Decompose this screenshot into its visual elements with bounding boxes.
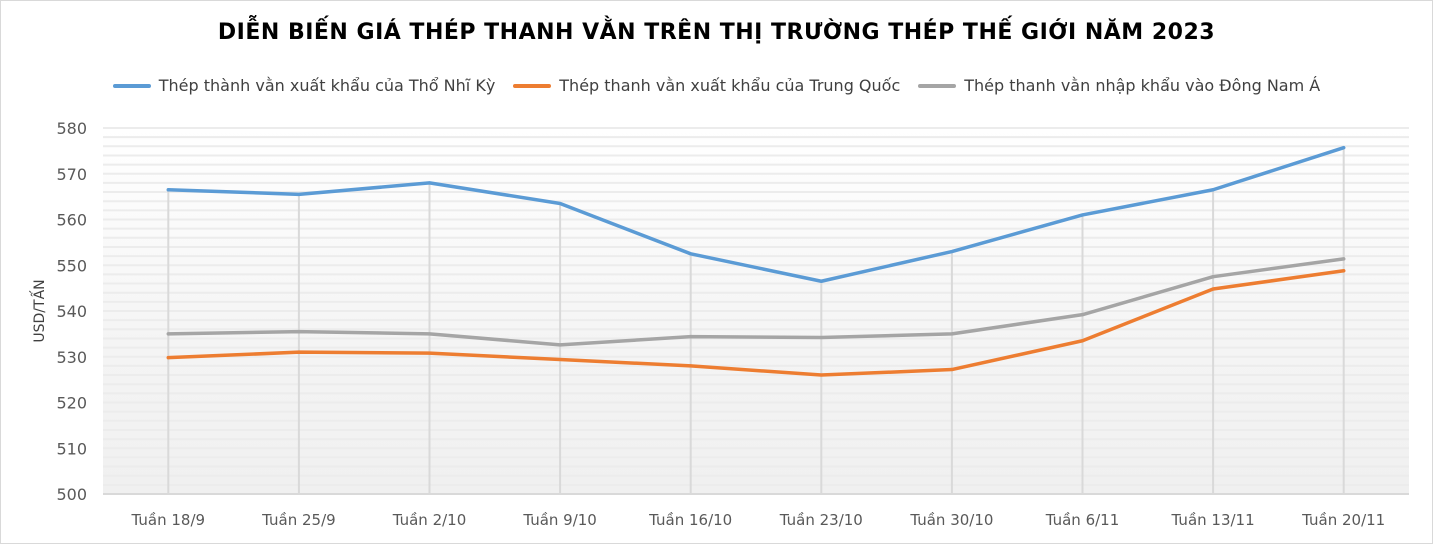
data-point bbox=[1342, 269, 1346, 273]
x-tick-label: Tuần 25/9 bbox=[261, 511, 336, 529]
data-point bbox=[428, 351, 431, 355]
x-tick-label: Tuần 13/11 bbox=[1171, 511, 1255, 529]
data-point bbox=[950, 368, 954, 372]
data-point bbox=[1342, 257, 1346, 261]
data-point bbox=[1211, 287, 1215, 291]
x-tick-label: Tuần 30/10 bbox=[909, 511, 993, 529]
series-line-1 bbox=[166, 268, 1346, 377]
y-tick-label: 530 bbox=[56, 348, 87, 367]
x-tick-label: Tuần 23/10 bbox=[779, 511, 863, 529]
x-tick-label: Tuần 6/11 bbox=[1045, 511, 1120, 529]
data-point bbox=[297, 192, 301, 196]
legend-item-china: Thép thanh vằn xuất khẩu của Trung Quốc bbox=[513, 76, 900, 95]
legend-label: Thép thanh vằn nhập khẩu vào Đông Nam Á bbox=[964, 76, 1321, 95]
data-point bbox=[689, 335, 693, 339]
data-point bbox=[297, 350, 301, 354]
data-point bbox=[1081, 213, 1084, 217]
series-line-0 bbox=[166, 145, 1346, 284]
data-point bbox=[819, 336, 823, 340]
data-point bbox=[950, 250, 954, 254]
legend: Thép thành vằn xuất khẩu của Thổ Nhĩ Kỳ … bbox=[0, 76, 1433, 95]
data-point bbox=[1081, 339, 1084, 343]
data-point bbox=[1211, 275, 1215, 279]
y-tick-label: 510 bbox=[56, 439, 87, 458]
legend-item-sea: Thép thanh vằn nhập khẩu vào Đông Nam Á bbox=[918, 76, 1320, 95]
data-point bbox=[819, 373, 823, 377]
y-tick-label: 540 bbox=[56, 302, 87, 321]
data-point bbox=[819, 279, 823, 283]
legend-label: Thép thành vằn xuất khẩu của Thổ Nhĩ Kỳ bbox=[158, 76, 496, 95]
legend-swatch bbox=[513, 83, 552, 88]
data-point bbox=[1342, 146, 1346, 150]
data-point bbox=[558, 343, 562, 347]
y-axis-label: USD/TẤN bbox=[29, 279, 48, 342]
data-point bbox=[689, 252, 693, 256]
y-tick-label: 560 bbox=[56, 211, 87, 230]
y-tick-label: 550 bbox=[56, 256, 87, 275]
data-point bbox=[166, 332, 170, 336]
data-point bbox=[428, 181, 431, 185]
chart-title: DIỄN BIẾN GIÁ THÉP THANH VẰN TRÊN THỊ TR… bbox=[217, 20, 1216, 45]
x-tick-label: Tuần 18/9 bbox=[131, 511, 206, 529]
y-tick-label: 500 bbox=[56, 485, 87, 504]
legend-swatch bbox=[112, 83, 151, 88]
y-tick-label: 570 bbox=[56, 165, 87, 184]
data-point bbox=[950, 332, 954, 336]
data-point bbox=[558, 357, 562, 361]
data-point bbox=[297, 330, 301, 334]
y-tick-label: 520 bbox=[56, 394, 87, 413]
x-tick-label: Tuần 2/10 bbox=[392, 511, 467, 529]
series-line-2 bbox=[166, 257, 1346, 347]
legend-swatch bbox=[918, 83, 957, 88]
y-tick-label: 580 bbox=[56, 119, 87, 138]
data-point bbox=[166, 356, 170, 360]
data-point bbox=[558, 201, 562, 205]
data-point bbox=[1211, 188, 1215, 192]
x-tick-label: Tuần 9/10 bbox=[522, 511, 597, 529]
data-point bbox=[428, 332, 431, 336]
x-tick-label: Tuần 20/11 bbox=[1301, 511, 1385, 529]
legend-label: Thép thanh vằn xuất khẩu của Trung Quốc bbox=[559, 76, 901, 95]
x-tick-label: Tuần 16/10 bbox=[648, 511, 732, 529]
legend-item-turkey: Thép thành vằn xuất khẩu của Thổ Nhĩ Kỳ bbox=[112, 76, 496, 95]
data-point bbox=[1081, 313, 1084, 317]
data-point bbox=[689, 364, 693, 368]
data-point bbox=[166, 188, 170, 192]
